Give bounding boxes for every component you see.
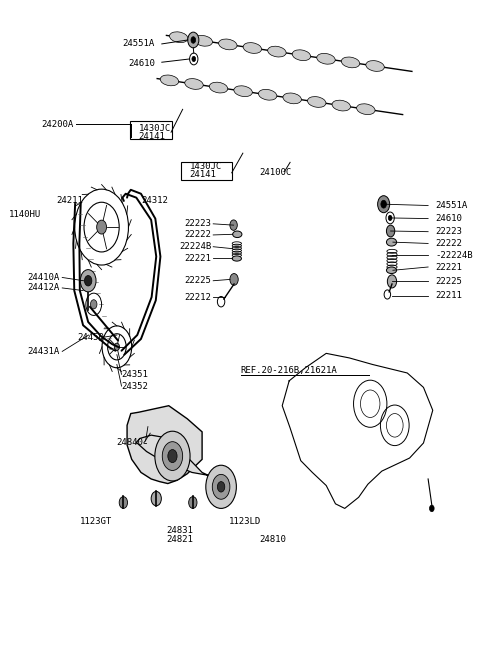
Text: 22222: 22222	[435, 239, 462, 248]
Circle shape	[80, 269, 96, 292]
Circle shape	[230, 273, 238, 285]
Text: 24431A: 24431A	[28, 347, 60, 356]
Text: 24312: 24312	[141, 196, 168, 206]
Circle shape	[378, 196, 390, 213]
Circle shape	[206, 465, 236, 509]
Text: 22224B: 22224B	[179, 242, 211, 251]
Circle shape	[151, 491, 161, 506]
Circle shape	[387, 275, 396, 288]
Ellipse shape	[357, 104, 375, 114]
Circle shape	[192, 57, 196, 62]
Circle shape	[191, 37, 196, 43]
Text: 1123GT: 1123GT	[80, 517, 112, 526]
Text: 22225: 22225	[184, 276, 211, 285]
Text: 24831: 24831	[167, 526, 193, 535]
Circle shape	[230, 220, 237, 231]
Text: 22221: 22221	[435, 263, 462, 271]
Text: 1430JC: 1430JC	[190, 162, 222, 171]
Text: 22222: 22222	[184, 231, 211, 239]
Ellipse shape	[332, 101, 350, 111]
Ellipse shape	[169, 32, 188, 43]
Text: 24821: 24821	[167, 535, 193, 544]
Ellipse shape	[209, 82, 228, 93]
Text: 24551A: 24551A	[435, 201, 468, 210]
Text: 1430JC: 1430JC	[139, 124, 171, 133]
Text: 1140HU: 1140HU	[9, 210, 41, 219]
Circle shape	[188, 32, 199, 48]
Circle shape	[189, 497, 197, 509]
Text: 24551A: 24551A	[122, 39, 155, 49]
Ellipse shape	[243, 43, 262, 53]
Circle shape	[217, 482, 225, 492]
Text: 24450: 24450	[77, 332, 104, 342]
Text: -22224B: -22224B	[435, 251, 473, 260]
Text: 22221: 22221	[184, 254, 211, 263]
Ellipse shape	[194, 35, 213, 46]
Text: 1123LD: 1123LD	[229, 517, 261, 526]
Text: REF.20-216B,21621A: REF.20-216B,21621A	[240, 366, 337, 375]
Circle shape	[168, 449, 177, 463]
Circle shape	[388, 215, 392, 221]
Circle shape	[119, 497, 128, 509]
Text: 22223: 22223	[435, 227, 462, 236]
Text: 24410A: 24410A	[28, 273, 60, 282]
Ellipse shape	[218, 39, 237, 50]
Text: 24352: 24352	[121, 382, 148, 390]
Polygon shape	[136, 435, 221, 486]
Ellipse shape	[232, 256, 241, 261]
Ellipse shape	[292, 50, 311, 60]
Circle shape	[162, 442, 183, 470]
Ellipse shape	[258, 89, 277, 100]
Ellipse shape	[386, 238, 396, 246]
Ellipse shape	[386, 267, 396, 273]
Circle shape	[212, 474, 230, 499]
Text: 22212: 22212	[184, 292, 211, 302]
Ellipse shape	[283, 93, 301, 104]
Ellipse shape	[233, 231, 242, 238]
Circle shape	[386, 225, 395, 237]
Ellipse shape	[317, 53, 335, 64]
Circle shape	[96, 220, 107, 234]
Text: 24100C: 24100C	[259, 168, 291, 177]
Ellipse shape	[160, 75, 179, 86]
Text: 24412A: 24412A	[28, 283, 60, 292]
Text: 24610: 24610	[128, 59, 155, 68]
Circle shape	[430, 505, 434, 512]
Text: 24810: 24810	[259, 535, 286, 544]
Circle shape	[114, 343, 120, 350]
Text: 24200A: 24200A	[42, 120, 74, 129]
Circle shape	[84, 275, 92, 286]
Ellipse shape	[308, 97, 326, 107]
Circle shape	[381, 200, 386, 208]
Text: 22223: 22223	[184, 219, 211, 229]
Circle shape	[155, 431, 190, 481]
Ellipse shape	[185, 79, 203, 89]
Text: 24351: 24351	[121, 370, 148, 379]
Circle shape	[91, 300, 97, 309]
Text: 22211: 22211	[435, 291, 462, 300]
Text: 24610: 24610	[435, 214, 462, 223]
Text: 24141: 24141	[190, 170, 216, 179]
Polygon shape	[127, 406, 202, 484]
Text: 24211: 24211	[56, 196, 83, 206]
Ellipse shape	[268, 46, 286, 57]
Text: 22225: 22225	[435, 277, 462, 286]
Ellipse shape	[366, 60, 384, 72]
Text: 24840: 24840	[117, 438, 143, 447]
Ellipse shape	[234, 86, 252, 97]
Text: 24141: 24141	[139, 132, 166, 141]
Ellipse shape	[341, 57, 360, 68]
